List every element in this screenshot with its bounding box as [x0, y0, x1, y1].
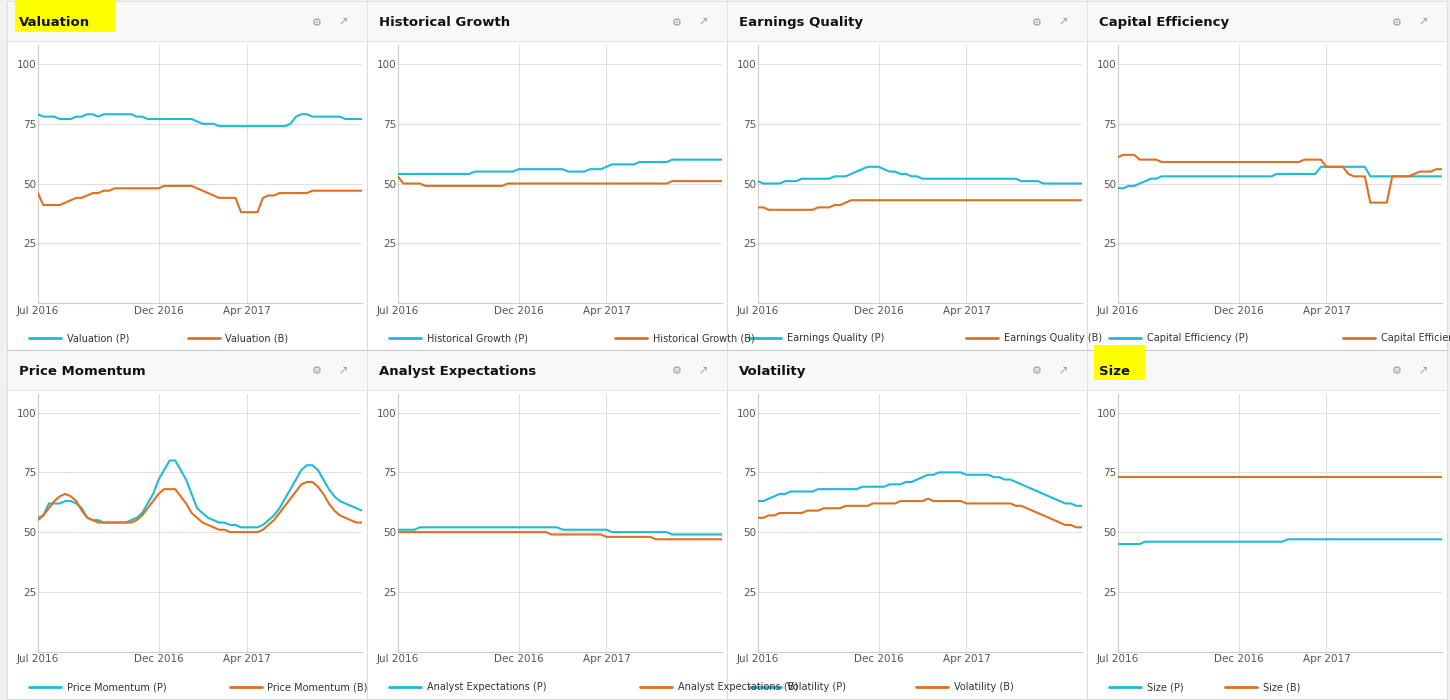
- Text: Historical Growth: Historical Growth: [378, 16, 510, 29]
- Text: Capital Efficiency: Capital Efficiency: [1099, 16, 1228, 29]
- Text: Size (P): Size (P): [1147, 682, 1183, 692]
- Text: ⚙: ⚙: [312, 18, 322, 28]
- Text: Analyst Expectations: Analyst Expectations: [378, 365, 536, 378]
- Text: Volatility: Volatility: [738, 365, 806, 378]
- Text: ⚙: ⚙: [312, 366, 322, 377]
- Text: ↗: ↗: [338, 366, 348, 377]
- Text: ⚙: ⚙: [1032, 18, 1043, 28]
- Text: ↗: ↗: [1058, 18, 1067, 28]
- Text: ↗: ↗: [338, 18, 348, 28]
- Text: Volatility (P): Volatility (P): [786, 682, 845, 692]
- Text: ↗: ↗: [697, 366, 708, 377]
- Text: ↗: ↗: [697, 18, 708, 28]
- Text: Capital Efficiency (B): Capital Efficiency (B): [1380, 333, 1450, 344]
- Text: Price Momentum (B): Price Momentum (B): [267, 682, 368, 692]
- Text: ⚙: ⚙: [671, 366, 682, 377]
- Text: Earnings Quality (B): Earnings Quality (B): [1003, 333, 1102, 344]
- Text: ⚙: ⚙: [671, 18, 682, 28]
- Text: Valuation (B): Valuation (B): [225, 333, 289, 344]
- Text: Analyst Expectations (P): Analyst Expectations (P): [426, 682, 547, 692]
- Text: Valuation: Valuation: [19, 16, 90, 29]
- Text: Earnings Quality (P): Earnings Quality (P): [786, 333, 884, 344]
- Text: Price Momentum: Price Momentum: [19, 365, 145, 378]
- Text: ⚙: ⚙: [1392, 18, 1402, 28]
- Text: Size (B): Size (B): [1263, 682, 1301, 692]
- Text: ⚙: ⚙: [1032, 366, 1043, 377]
- Text: ↗: ↗: [1418, 18, 1427, 28]
- Text: Price Momentum (P): Price Momentum (P): [67, 682, 167, 692]
- Text: Historical Growth (P): Historical Growth (P): [426, 333, 528, 344]
- Text: ↗: ↗: [1058, 366, 1067, 377]
- Text: ↗: ↗: [1418, 366, 1427, 377]
- Text: ⚙: ⚙: [1392, 366, 1402, 377]
- Text: Analyst Expectations (B): Analyst Expectations (B): [677, 682, 798, 692]
- Text: Earnings Quality: Earnings Quality: [738, 16, 863, 29]
- Text: Size: Size: [1099, 365, 1130, 378]
- Text: Capital Efficiency (P): Capital Efficiency (P): [1147, 333, 1248, 344]
- Text: Historical Growth (B): Historical Growth (B): [652, 333, 754, 344]
- Text: Volatility (B): Volatility (B): [954, 682, 1014, 692]
- Text: Valuation (P): Valuation (P): [67, 333, 129, 344]
